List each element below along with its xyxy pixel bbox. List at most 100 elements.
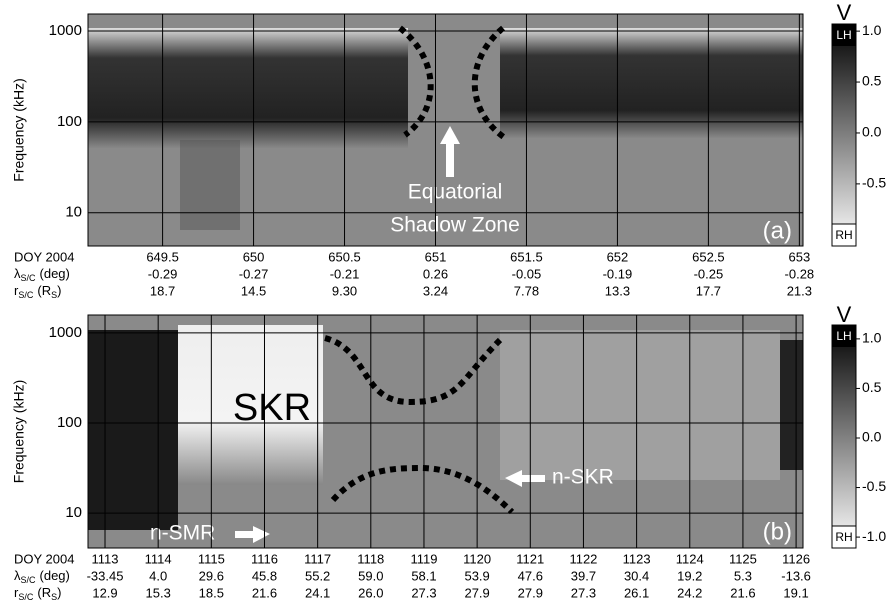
colorbar-end: [832, 24, 856, 46]
label-part: λ: [14, 266, 21, 281]
label-part: S/C: [18, 290, 34, 300]
colorbar-tick-label: -1.0: [862, 528, 886, 544]
panel-label: (a): [763, 217, 792, 244]
ephemeris-value: 15.3: [146, 585, 171, 600]
x-tick-label: 650: [243, 249, 265, 264]
colorbar-end-label: RH: [835, 228, 852, 242]
x-tick-label: 651.5: [510, 249, 543, 264]
arrows: [235, 126, 545, 543]
ephemeris-value: -0.27: [239, 266, 269, 281]
ephemeris-value: 21.6: [252, 585, 277, 600]
ephemeris-row-label: rS/C (RS): [14, 585, 61, 602]
x-axis-label: DOY 2004: [14, 551, 74, 566]
x-tick-label: 653: [789, 249, 811, 264]
label-part: S: [51, 290, 57, 300]
x-tick-label: 1118: [357, 551, 384, 566]
ephemeris-value: 39.7: [571, 568, 596, 583]
ephemeris-value: 5.3: [734, 568, 752, 583]
plot-frame: [87, 314, 804, 549]
x-tick-label: 1115: [198, 551, 225, 566]
y-tick-label: 1000: [49, 324, 82, 341]
label-part: (deg): [40, 266, 70, 281]
x-tick-label: 651: [425, 249, 447, 264]
x-tick-label: 1117: [304, 551, 331, 566]
label-part: S: [51, 592, 57, 602]
x-tick-label: 1113: [92, 551, 119, 566]
colorbar-end: [831, 223, 857, 247]
ephemeris-value: 26.1: [624, 585, 649, 600]
ephemeris-value: 27.9: [518, 585, 543, 600]
ephemeris-value: 27.3: [411, 585, 436, 600]
ephemeris-value: 27.9: [464, 585, 489, 600]
annotation: Shadow Zone: [390, 214, 520, 237]
x-tick-label: 1124: [676, 551, 704, 566]
colorbar-tick-label: 0.5: [862, 379, 882, 395]
ephemeris-value: 55.2: [305, 568, 330, 583]
x-tick-label: 1126: [782, 551, 810, 566]
ephemeris-value: 14.5: [241, 283, 266, 298]
y-axis-label: Frequency (kHz): [11, 380, 27, 483]
label-part: (deg): [40, 568, 70, 583]
label-part: S/C: [21, 575, 37, 585]
annotation: n-SKR: [552, 466, 614, 489]
ephemeris-value: -0.05: [512, 266, 542, 281]
ephemeris-value: 13.3: [605, 283, 630, 298]
y-tick-label: 10: [65, 204, 82, 221]
colorbar-end-label: RH: [835, 530, 852, 544]
y-tick-label: 1000: [49, 22, 82, 39]
colorbar-end-label: LH: [836, 329, 851, 343]
y-axis-label: Frequency (kHz): [11, 78, 27, 181]
x-tick-label: 652: [607, 249, 629, 264]
ephemeris-value: 30.4: [624, 568, 649, 583]
x-tick-label: 1122: [569, 551, 597, 566]
spectrogram-a: [88, 14, 803, 246]
label-part: S/C: [18, 592, 34, 602]
colorbar-tick-label: 1.0: [862, 330, 882, 346]
ephemeris-value: 53.9: [464, 568, 489, 583]
x-tick-label: 649.5: [146, 249, 179, 264]
colorbar-tick-label: -0.5: [862, 478, 886, 494]
colorbar-end-label: LH: [836, 28, 851, 42]
ephemeris-value: -0.19: [603, 266, 633, 281]
x-tick-label: 1123: [623, 551, 651, 566]
y-tick-label: 100: [57, 414, 82, 431]
annotation: SKR: [233, 387, 311, 429]
colorbar-title: V: [837, 302, 852, 327]
ephemeris-value: 24.2: [677, 585, 702, 600]
ephemeris-value: 45.8: [252, 568, 277, 583]
colorbar: [831, 324, 857, 549]
colorbar-tick-label: -0.5: [862, 175, 886, 191]
x-tick-label: 1120: [463, 551, 491, 566]
ephemeris-value: 7.78: [514, 283, 539, 298]
ephemeris-value: 3.24: [423, 283, 448, 298]
colorbar: [831, 23, 857, 247]
colorbar-end: [832, 325, 856, 347]
label-part: S/C: [21, 273, 37, 283]
ephemeris-value: 12.9: [92, 585, 117, 600]
y-tick-label: 10: [65, 504, 82, 521]
ephemeris-value: 17.7: [696, 283, 721, 298]
x-tick-label: 650.5: [328, 249, 361, 264]
x-axis-label: DOY 2004: [14, 249, 74, 264]
ephemeris-row-label: λS/C (deg): [14, 266, 70, 283]
ephemeris-value: 26.0: [358, 585, 383, 600]
ephemeris-value: -13.6: [781, 568, 811, 583]
ephemeris-value: -0.28: [785, 266, 815, 281]
ephemeris-value: -0.29: [148, 266, 178, 281]
ephemeris-row-label: rS/C (RS): [14, 283, 61, 300]
spectrogram-b: [88, 315, 803, 548]
x-tick-label: 652.5: [692, 249, 725, 264]
ephemeris-value: 47.6: [518, 568, 543, 583]
ephemeris-value: 27.3: [571, 585, 596, 600]
ephemeris-value: 0.26: [423, 266, 448, 281]
ephemeris-value: 21.6: [730, 585, 755, 600]
ephemeris-value: -33.45: [87, 568, 124, 583]
ephemeris-row-label: λS/C (deg): [14, 568, 70, 585]
plot-frame: [87, 13, 804, 247]
panel-label: (b): [763, 518, 792, 545]
ephemeris-value: 58.1: [411, 568, 436, 583]
ephemeris-value: 4.0: [149, 568, 167, 583]
label-part: (R: [37, 585, 51, 600]
ephemeris-value: -0.21: [330, 266, 360, 281]
